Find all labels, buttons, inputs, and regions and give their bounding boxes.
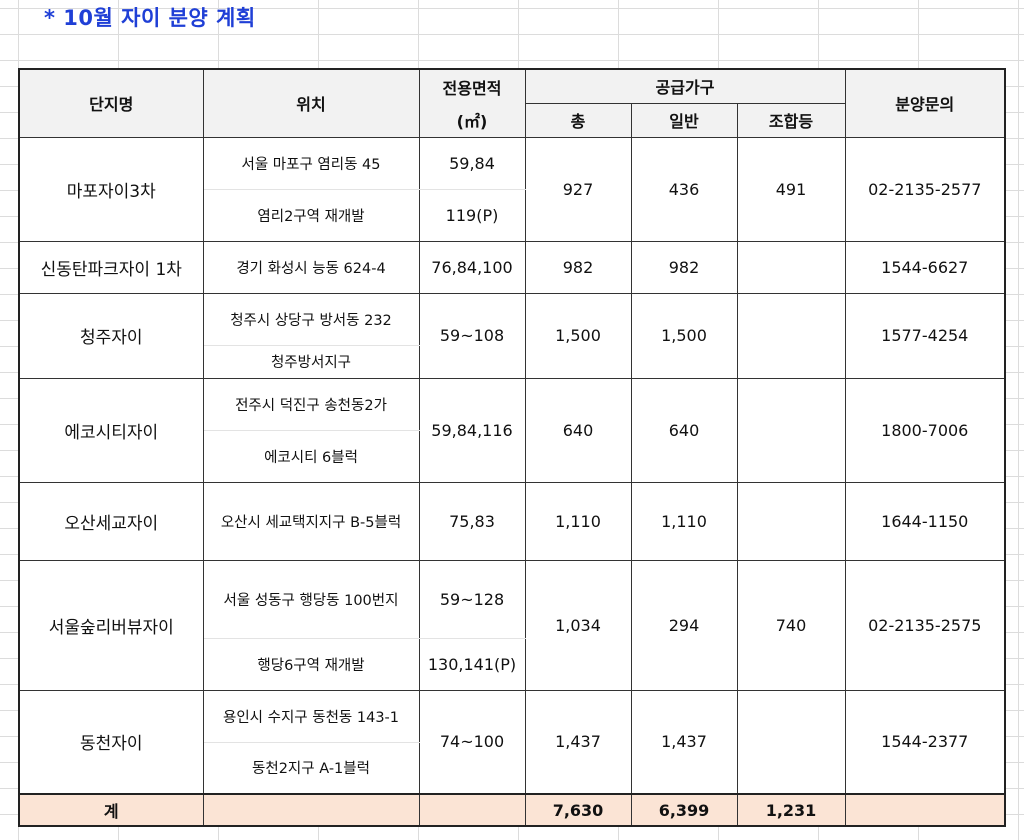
total-supply: 7,630 — [524, 793, 632, 827]
area-value: 76,84,100 — [418, 240, 526, 294]
area-value: 59~108 — [418, 292, 526, 379]
supply-general: 1,437 — [630, 689, 738, 795]
complex-name: 서울숲리버뷰자이 — [18, 559, 204, 691]
supply-union — [736, 689, 846, 795]
location-detail: 청주방서지구 — [202, 344, 420, 379]
total-row: 계 7,630 6,399 1,231 — [18, 793, 1006, 827]
supply-general: 982 — [630, 240, 738, 294]
supply-union — [736, 292, 846, 379]
location-detail: 동천2지구 A-1블럭 — [202, 741, 420, 795]
location-address: 서울 마포구 염리동 45 — [202, 136, 420, 190]
location-detail: 에코시티 6블럭 — [202, 429, 420, 483]
supply-union — [736, 481, 846, 561]
table-row: 동천자이 용인시 수지구 동천동 143-1 74~100 1,437 1,43… — [18, 689, 1006, 795]
complex-name: 에코시티자이 — [18, 377, 204, 483]
header-area: 전용면적 — [418, 68, 526, 103]
supply-general: 436 — [630, 136, 738, 242]
total-label: 계 — [18, 793, 204, 827]
table-row: 청주자이 청주시 상당구 방서동 232 59~108 1,500 1,500 … — [18, 292, 1006, 379]
supply-total: 927 — [524, 136, 632, 242]
supply-total: 1,437 — [524, 689, 632, 795]
total-empty-inquiry — [844, 793, 1006, 827]
location-detail: 행당6구역 재개발 — [202, 637, 420, 691]
header-location: 위치 — [202, 68, 420, 138]
header-general: 일반 — [630, 102, 738, 138]
location-address: 용인시 수지구 동천동 143-1 — [202, 689, 420, 743]
supply-general: 1,110 — [630, 481, 738, 561]
supply-general: 1,500 — [630, 292, 738, 379]
complex-name: 동천자이 — [18, 689, 204, 795]
supply-general: 640 — [630, 377, 738, 483]
header-name: 단지명 — [18, 68, 204, 138]
supply-total: 1,034 — [524, 559, 632, 691]
table-row: 신동탄파크자이 1차 경기 화성시 능동 624-4 76,84,100 982… — [18, 240, 1006, 294]
header-area-unit: (㎡) — [418, 103, 526, 138]
inquiry-phone: 1544-2377 — [844, 689, 1006, 795]
supply-total: 1,500 — [524, 292, 632, 379]
table-row: 마포자이3차 서울 마포구 염리동 45 59,84 927 436 491 0… — [18, 136, 1006, 242]
header-inquiry: 분양문의 — [844, 68, 1006, 138]
inquiry-phone: 1577-4254 — [844, 292, 1006, 379]
total-general: 6,399 — [630, 793, 738, 827]
complex-name: 신동탄파크자이 1차 — [18, 240, 204, 294]
area-value: 59,84 — [418, 136, 526, 190]
table-row: 오산세교자이 오산시 세교택지지구 B-5블럭 75,83 1,110 1,11… — [18, 481, 1006, 561]
area-value: 59~128 — [418, 559, 526, 639]
area-value: 59,84,116 — [418, 377, 526, 483]
inquiry-phone: 02-2135-2577 — [844, 136, 1006, 242]
sales-plan-table: 단지명 위치 전용면적 공급가구 분양문의 (㎡) 총 일반 조합등 마포자이3… — [18, 68, 1006, 827]
total-empty-area — [418, 793, 526, 827]
supply-total: 1,110 — [524, 481, 632, 561]
page-title: * 10월 자이 분양 계획 — [44, 6, 256, 30]
supply-union: 491 — [736, 136, 846, 242]
header-supply: 공급가구 — [524, 68, 846, 104]
location-address: 청주시 상당구 방서동 232 — [202, 292, 420, 346]
supply-union — [736, 377, 846, 483]
location-address: 전주시 덕진구 송천동2가 — [202, 377, 420, 431]
inquiry-phone: 02-2135-2575 — [844, 559, 1006, 691]
table-row: 에코시티자이 전주시 덕진구 송천동2가 59,84,116 640 640 1… — [18, 377, 1006, 483]
supply-union: 740 — [736, 559, 846, 691]
total-empty-location — [202, 793, 420, 827]
inquiry-phone: 1800-7006 — [844, 377, 1006, 483]
inquiry-phone: 1644-1150 — [844, 481, 1006, 561]
location-address: 오산시 세교택지지구 B-5블럭 — [202, 481, 420, 561]
header-union: 조합등 — [736, 102, 846, 138]
total-union: 1,231 — [736, 793, 846, 827]
complex-name: 오산세교자이 — [18, 481, 204, 561]
location-address: 경기 화성시 능동 624-4 — [202, 240, 420, 294]
location-address: 서울 성동구 행당동 100번지 — [202, 559, 420, 639]
area-value: 74~100 — [418, 689, 526, 795]
supply-union — [736, 240, 846, 294]
complex-name: 청주자이 — [18, 292, 204, 379]
supply-general: 294 — [630, 559, 738, 691]
area-value: 130,141(P) — [418, 637, 526, 691]
area-value: 119(P) — [418, 188, 526, 242]
inquiry-phone: 1544-6627 — [844, 240, 1006, 294]
supply-total: 640 — [524, 377, 632, 483]
complex-name: 마포자이3차 — [18, 136, 204, 242]
table-row: 서울숲리버뷰자이 서울 성동구 행당동 100번지 59~128 1,034 2… — [18, 559, 1006, 691]
location-detail: 염리2구역 재개발 — [202, 188, 420, 242]
header-total: 총 — [524, 102, 632, 138]
area-value: 75,83 — [418, 481, 526, 561]
supply-total: 982 — [524, 240, 632, 294]
